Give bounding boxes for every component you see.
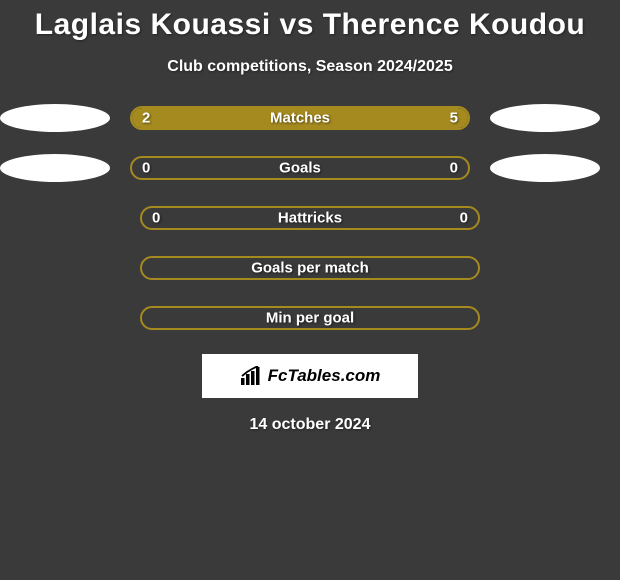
stat-label: Hattricks xyxy=(142,210,478,227)
stat-row: Min per goal xyxy=(0,304,620,332)
date-text: 14 october 2024 xyxy=(0,416,620,434)
page-subtitle: Club competitions, Season 2024/2025 xyxy=(0,58,620,76)
stat-row: 0Goals0 xyxy=(0,154,620,182)
stat-bar: 2Matches5 xyxy=(130,106,470,130)
player-right-ellipse xyxy=(490,154,600,182)
side-spacer xyxy=(10,204,120,232)
page-title: Laglais Kouassi vs Therence Koudou xyxy=(0,0,620,42)
player-right-ellipse xyxy=(490,104,600,132)
player-left-ellipse xyxy=(0,154,110,182)
stat-right-value: 0 xyxy=(450,160,458,177)
brand-text: FcTables.com xyxy=(268,366,381,386)
side-spacer xyxy=(10,254,120,282)
stat-bar: Min per goal xyxy=(140,306,480,330)
side-spacer xyxy=(500,204,610,232)
stat-label: Min per goal xyxy=(142,310,478,327)
stat-bar: 0Hattricks0 xyxy=(140,206,480,230)
side-spacer xyxy=(10,304,120,332)
stat-label: Goals per match xyxy=(142,260,478,277)
stat-bar: Goals per match xyxy=(140,256,480,280)
stat-label: Matches xyxy=(132,110,468,127)
brand-badge: FcTables.com xyxy=(202,354,418,398)
stat-row: Goals per match xyxy=(0,254,620,282)
stat-bar: 0Goals0 xyxy=(130,156,470,180)
player-left-ellipse xyxy=(0,104,110,132)
chart-icon xyxy=(240,366,262,386)
stat-right-value: 5 xyxy=(450,110,458,127)
side-spacer xyxy=(500,304,610,332)
stat-label: Goals xyxy=(132,160,468,177)
stat-row: 0Hattricks0 xyxy=(0,204,620,232)
stat-row: 2Matches5 xyxy=(0,104,620,132)
stat-right-value: 0 xyxy=(460,210,468,227)
stat-rows: 2Matches50Goals00Hattricks0Goals per mat… xyxy=(0,104,620,332)
side-spacer xyxy=(500,254,610,282)
